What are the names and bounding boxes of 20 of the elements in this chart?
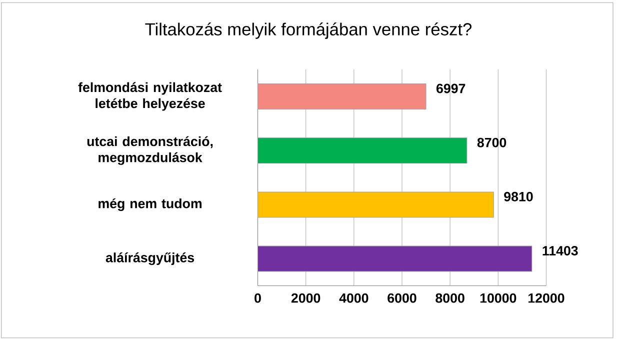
x-tick-label: 4000	[339, 293, 368, 303]
data-label: 6997	[436, 84, 466, 94]
x-tick-label: 10000	[480, 293, 516, 303]
bar	[257, 83, 426, 110]
bar	[257, 192, 494, 218]
x-tick-label: 2000	[291, 293, 320, 303]
x-tick-label: 6000	[388, 293, 416, 303]
chart-title: Tiltakozás melyik formájában venne részt?	[145, 22, 472, 39]
y-tick-label: még nem tudom	[98, 198, 202, 211]
y-tick-label: utcai demonstráció, megmozdulások	[87, 136, 213, 165]
x-tick-label: 8000	[436, 293, 464, 303]
y-tick-label: felmondási nyilatkozat letétbe helyezése	[78, 82, 222, 111]
bar	[257, 138, 468, 164]
data-label: 9810	[504, 192, 533, 202]
x-tick-label: 0	[254, 293, 261, 303]
bar	[257, 246, 532, 272]
y-tick-label: aláírásgyűjtés	[106, 252, 194, 265]
data-label: 11403	[542, 246, 578, 256]
data-label: 8700	[477, 138, 506, 148]
x-tick-label: 12000	[528, 293, 564, 303]
